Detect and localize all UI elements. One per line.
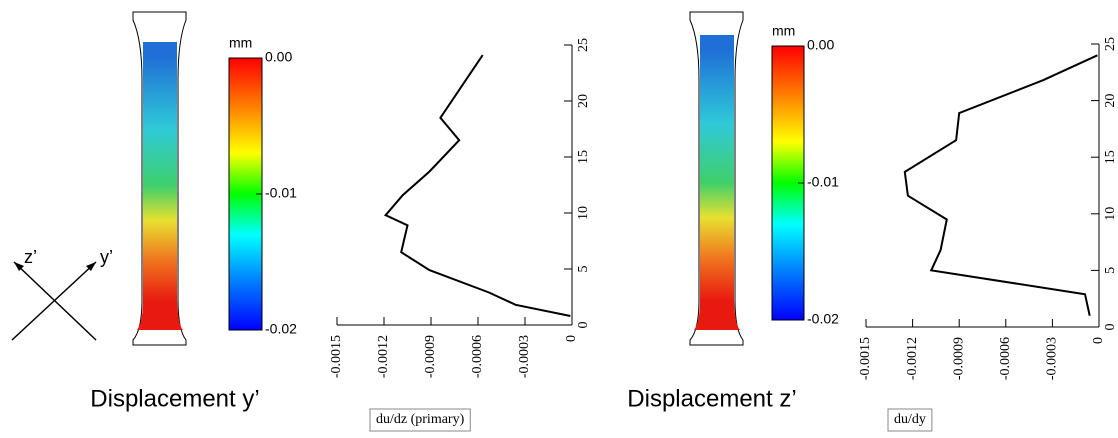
colorbar-tick-label: -0.01 [265,185,297,201]
y-tick-label: 20 [1103,94,1118,108]
axis-z-label: z’ [24,247,37,267]
y-tick-label: 0 [1103,324,1118,331]
x-tick-label: -0.0012 [376,335,391,378]
specimen [690,12,743,345]
x-tick-label: 0 [564,335,579,342]
y-tick-label: 25 [576,38,591,52]
y-tick-label: 5 [1103,267,1118,274]
specimen [133,12,186,345]
colorbar-tick-label: 0.00 [807,37,834,53]
colorbar-tick-label: 0.00 [265,49,292,65]
x-axis-label: du/dz (primary) [376,412,465,427]
panel-title: Displacement y’ [90,385,259,412]
y-tick-label: 15 [576,150,591,164]
y-tick-label: 10 [576,206,591,220]
y-tick-label: 20 [576,94,591,108]
panel-title: Displacement z’ [627,385,796,412]
x-tick-label: -0.0012 [905,337,920,380]
x-tick-label: -0.0003 [1045,337,1060,380]
data-line [386,55,571,316]
y-tick-label: 25 [1103,37,1118,51]
x-tick-label: -0.0009 [423,335,438,378]
x-tick-label: 0 [1091,337,1106,344]
colorbar-unit: mm [229,35,252,51]
colorbar-tick-label: -0.02 [807,311,839,327]
x-tick-label: -0.0003 [517,335,532,378]
y-tick-label: 10 [1103,207,1118,221]
x-tick-label: -0.0006 [470,335,485,378]
y-tick-label: 15 [1103,150,1118,164]
x-tick-label: -0.0009 [951,337,966,380]
colorbar-tick-label: -0.02 [265,321,297,337]
colorbar-tick-label: -0.01 [807,174,839,190]
colorbar-unit: mm [772,23,795,39]
figure: z’ y’ Displacement y’ mm 0.00 -0.01 -0.02 -0.… [0,0,1118,438]
x-tick-label: -0.0006 [998,337,1013,380]
x-tick-label: -0.0015 [858,337,873,380]
x-tick-label: -0.0015 [329,335,344,378]
y-tick-label: 0 [576,322,591,329]
x-axis-label: du/dy [894,412,926,427]
y-tick-label: 5 [576,266,591,273]
orientation-axes: z’ y’ [12,247,113,340]
axis-y-label: y’ [100,247,113,267]
data-line [905,55,1098,315]
